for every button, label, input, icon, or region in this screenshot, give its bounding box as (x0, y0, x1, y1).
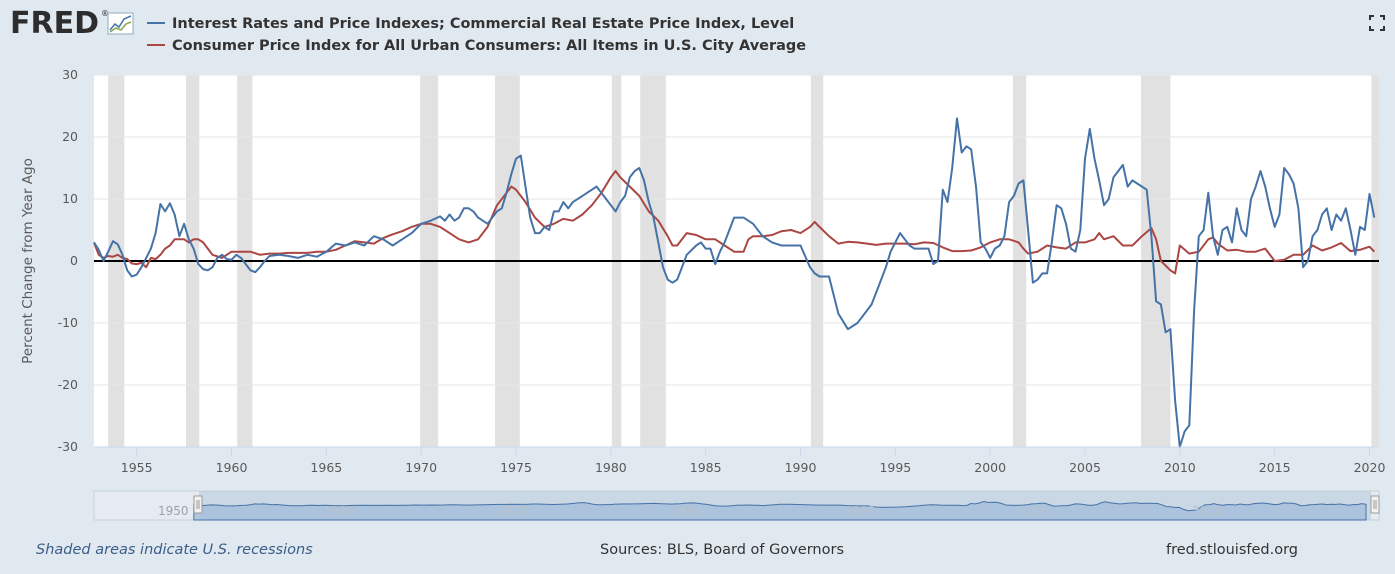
x-tick-label: 1995 (879, 460, 911, 475)
logo-text: FRED (10, 6, 99, 41)
y-tick-label: 0 (70, 253, 78, 268)
logo-registered-mark: ® (101, 9, 109, 18)
legend-item-series-1[interactable]: Interest Rates and Price Indexes; Commer… (147, 16, 794, 32)
navigator-label: 2010 (1192, 504, 1223, 518)
x-tick-label: 1980 (595, 460, 627, 475)
y-tick-label: -20 (58, 377, 78, 392)
x-tick-label: 1985 (690, 460, 722, 475)
series-line-1[interactable] (93, 117, 1376, 448)
x-tick-label: 2005 (1069, 460, 1101, 475)
y-tick-label: -10 (58, 315, 78, 330)
x-tick-label: 1975 (500, 460, 532, 475)
series-line-2[interactable] (93, 170, 1376, 275)
x-tick-label: 1955 (121, 460, 153, 475)
navigator-label: 2000 (1018, 504, 1049, 518)
y-tick-label: 20 (62, 129, 78, 144)
x-axis-ticks: 1955 1960 1965 1970 1975 1980 1985 1990 1995 2000… (121, 447, 1386, 475)
expand-icon[interactable] (1369, 15, 1385, 31)
navigator-label: 1990 (845, 504, 876, 518)
navigator-label: 1960 (324, 504, 355, 518)
x-tick-label: 2020 (1354, 460, 1386, 475)
navigator-label: 1980 (671, 504, 702, 518)
y-axis-ticks: -30 -20 -10 0 10 20 30 (58, 67, 78, 454)
navigator-series-area (193, 500, 1367, 521)
navigator-right-handle[interactable] (1370, 495, 1380, 514)
legend: Interest Rates and Price Indexes; Commer… (147, 16, 806, 54)
x-tick-label: 1990 (785, 460, 817, 475)
y-axis-title: Percent Change from Year Ago (20, 158, 36, 364)
y-tick-label: -30 (58, 439, 78, 454)
x-tick-label: 1965 (310, 460, 342, 475)
x-tick-label: 1960 (216, 460, 248, 475)
legend-label-series-2: Consumer Price Index for All Urban Consu… (172, 38, 806, 54)
fred-logo[interactable]: FRED ® (10, 6, 134, 41)
legend-label-series-1: Interest Rates and Price Indexes; Commer… (172, 16, 794, 32)
legend-item-series-2[interactable]: Consumer Price Index for All Urban Consu… (147, 38, 806, 54)
series-lines (93, 117, 1376, 448)
navigator-left-handle[interactable] (193, 495, 203, 514)
y-tick-label: 10 (62, 191, 78, 206)
logo-graph-icon (107, 12, 134, 35)
site-link[interactable]: fred.stlouisfed.org (1166, 542, 1298, 558)
navigator-label: 1970 (497, 504, 528, 518)
navigator-label: 1950 (158, 504, 189, 518)
recession-note: Shaded areas indicate U.S. recessions (36, 542, 313, 558)
sources-text: Sources: BLS, Board of Governors (600, 542, 844, 558)
navigator-labels: 1950 1960 1970 1980 1990 2000 2010 (158, 504, 1223, 518)
x-tick-label: 2010 (1164, 460, 1196, 475)
y-tick-label: 30 (62, 67, 78, 82)
x-tick-label: 2015 (1259, 460, 1291, 475)
range-navigator[interactable]: 1950 1960 1970 1980 1990 2000 2010 (93, 490, 1380, 521)
x-tick-label: 1970 (405, 460, 437, 475)
x-tick-label: 2000 (974, 460, 1006, 475)
